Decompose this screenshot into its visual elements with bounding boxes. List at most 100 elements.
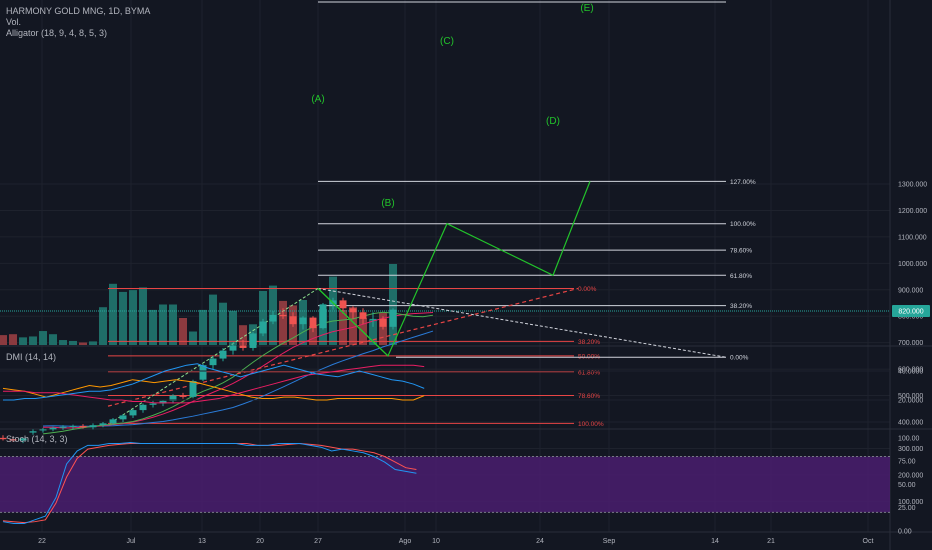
volume-bar bbox=[0, 335, 7, 345]
candle-body bbox=[369, 318, 377, 320]
volume-bar bbox=[159, 304, 167, 345]
volume-bar bbox=[309, 326, 317, 345]
volume-bar bbox=[389, 264, 397, 345]
candle-body bbox=[9, 439, 17, 441]
candle-body bbox=[29, 431, 37, 433]
fib-label-red: 0.00% bbox=[578, 286, 597, 293]
price-axis-label: 300.000 bbox=[898, 446, 923, 453]
price-axis-label: 1100.000 bbox=[898, 234, 927, 241]
legend-main: HARMONY GOLD MNG, 1D, BYMA Vol. Alligato… bbox=[6, 6, 150, 39]
candle-body bbox=[39, 429, 47, 431]
legend-stoch: Stoch (14, 3, 3) bbox=[6, 434, 68, 444]
volume-bar bbox=[199, 309, 207, 345]
volume-bar bbox=[169, 304, 177, 345]
fib-label-white: 38.20% bbox=[730, 303, 752, 310]
legend-volume: Vol. bbox=[6, 17, 22, 27]
price-axis-label: 700.000 bbox=[898, 340, 923, 347]
time-axis-label: Jul bbox=[127, 538, 136, 545]
time-axis-label: 21 bbox=[767, 538, 775, 545]
wave-label: (B) bbox=[381, 198, 394, 209]
candle-body bbox=[199, 365, 207, 380]
price-axis-label: 500.000 bbox=[898, 393, 923, 400]
dmi-plus-line bbox=[2, 379, 425, 401]
wave-label: (C) bbox=[440, 36, 454, 47]
volume-bar bbox=[189, 331, 197, 345]
volume-bar bbox=[139, 287, 147, 345]
elliott-wave-ab bbox=[317, 288, 389, 357]
candle-body bbox=[109, 419, 117, 424]
dmi-minus-line bbox=[3, 364, 425, 404]
volume-bar bbox=[49, 334, 57, 345]
candle-body bbox=[129, 410, 137, 416]
candle-body bbox=[0, 437, 7, 440]
fib-label-red: 61.80% bbox=[578, 369, 600, 376]
candle-body bbox=[249, 333, 257, 348]
stoch-axis-label: 50.00 bbox=[898, 482, 916, 489]
wave-label: (E) bbox=[580, 3, 593, 14]
candle-body bbox=[299, 317, 307, 325]
candle-body bbox=[319, 304, 327, 329]
dmi-axis-label: 40.0000 bbox=[898, 369, 923, 376]
fib-label-white: 100.00% bbox=[730, 221, 756, 228]
price-axis-label: 100.000 bbox=[898, 499, 923, 506]
candle-body bbox=[49, 427, 57, 430]
time-axis-label: Oct bbox=[863, 538, 874, 545]
candle-body bbox=[379, 318, 387, 327]
wave-label: (D) bbox=[546, 116, 560, 127]
legend-symbol: HARMONY GOLD MNG, 1D, BYMA bbox=[6, 6, 151, 16]
candle-body bbox=[269, 314, 277, 322]
candle-body bbox=[69, 425, 77, 427]
volume-bar bbox=[149, 309, 157, 345]
fib-label-red: 100.00% bbox=[578, 421, 604, 428]
candle-body bbox=[229, 345, 237, 351]
volume-bar bbox=[259, 291, 267, 345]
candle-body bbox=[159, 400, 167, 404]
candle-body bbox=[189, 381, 197, 397]
time-axis-label: 22 bbox=[38, 538, 46, 545]
candle-body bbox=[389, 309, 397, 327]
fib-label-white: 78.60% bbox=[730, 248, 752, 255]
volume-bar bbox=[349, 307, 357, 345]
price-axis-label: 400.000 bbox=[898, 420, 923, 427]
time-axis-label: 20 bbox=[256, 538, 264, 545]
price-axis-label: 1200.000 bbox=[898, 208, 927, 215]
stoch-k-line bbox=[2, 442, 417, 525]
stoch-axis-label: 100.00 bbox=[898, 435, 920, 442]
volume-bar bbox=[239, 325, 247, 345]
alligator-teeth bbox=[43, 312, 434, 429]
volume-bar bbox=[69, 340, 77, 345]
candle-body bbox=[149, 403, 157, 405]
candle-body bbox=[309, 317, 317, 329]
price-axis-label: 200.000 bbox=[898, 472, 923, 479]
volume-bar bbox=[59, 340, 67, 345]
price-axis-label: 800.000 bbox=[898, 314, 923, 321]
price-axis-label: 1300.000 bbox=[898, 182, 927, 189]
candle-body bbox=[79, 425, 87, 428]
time-axis-label: 14 bbox=[711, 538, 719, 545]
dmi-axis-label: 20.0000 bbox=[898, 398, 923, 405]
candle-body bbox=[59, 426, 67, 428]
candle-body bbox=[359, 312, 367, 319]
volume-bar bbox=[129, 290, 137, 345]
volume-bar bbox=[209, 294, 217, 345]
trend-dashed-red bbox=[107, 287, 579, 407]
candle-body bbox=[99, 423, 107, 426]
stoch-axis-label: 25.00 bbox=[898, 505, 916, 512]
volume-bar bbox=[19, 337, 27, 345]
candle-body bbox=[139, 404, 147, 411]
fib-label-white: 127.00% bbox=[730, 179, 756, 186]
fib-label-red: 38.20% bbox=[578, 339, 600, 346]
wave-label: (A) bbox=[311, 94, 324, 105]
candle-body bbox=[19, 438, 27, 441]
candle-body bbox=[89, 425, 97, 428]
volume-bar bbox=[229, 310, 237, 345]
volume-bar bbox=[89, 341, 97, 345]
volume-bar bbox=[279, 300, 287, 345]
price-axis-label: 600.000 bbox=[898, 367, 923, 374]
current-price-tag bbox=[892, 304, 930, 317]
time-axis-label: Ago bbox=[399, 538, 412, 545]
time-axis-label: 13 bbox=[198, 538, 206, 545]
trend-dashed-white bbox=[317, 287, 727, 358]
alligator-jaw bbox=[42, 330, 434, 427]
